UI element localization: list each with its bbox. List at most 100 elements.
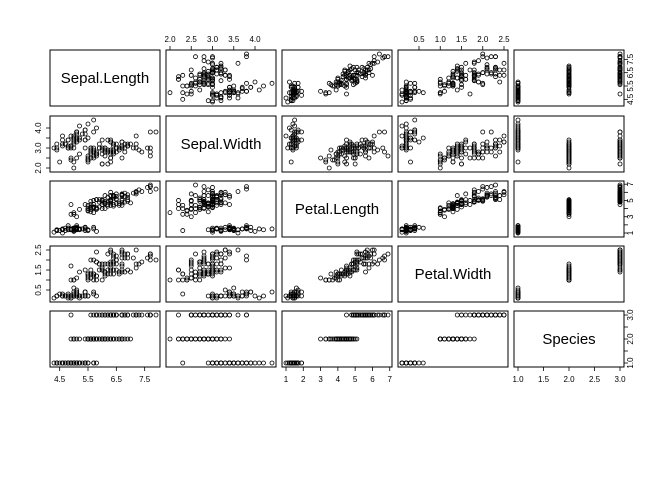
data-point bbox=[176, 198, 181, 203]
data-point bbox=[459, 67, 464, 73]
data-point bbox=[493, 182, 498, 188]
diagonal-label: Petal.Width bbox=[415, 266, 492, 283]
data-point bbox=[488, 71, 494, 77]
data-point bbox=[566, 90, 572, 96]
data-point bbox=[102, 206, 108, 211]
data-point bbox=[210, 197, 215, 203]
tick-label: 3.0 bbox=[614, 375, 626, 384]
data-point bbox=[231, 228, 237, 233]
panel-Petal.Length-vs-Petal.Width bbox=[397, 180, 509, 238]
data-point bbox=[476, 155, 481, 161]
data-point bbox=[399, 123, 405, 129]
panel-Petal.Width-vs-Sepal.Width bbox=[165, 245, 277, 303]
panel-Petal.Length-vs-Sepal.Length bbox=[49, 180, 161, 238]
data-point bbox=[442, 82, 447, 88]
data-point bbox=[214, 194, 220, 200]
data-point bbox=[293, 135, 299, 141]
data-point bbox=[446, 153, 452, 159]
data-point bbox=[153, 186, 159, 192]
data-point bbox=[57, 360, 63, 366]
data-point bbox=[617, 133, 623, 139]
data-point bbox=[368, 141, 374, 147]
data-point bbox=[463, 145, 469, 151]
data-point bbox=[399, 99, 405, 105]
data-point bbox=[167, 90, 173, 96]
data-point bbox=[376, 257, 382, 263]
data-point bbox=[193, 277, 198, 283]
data-point bbox=[201, 261, 207, 267]
data-point bbox=[68, 336, 74, 342]
data-point bbox=[332, 336, 337, 342]
data-point bbox=[261, 227, 266, 233]
data-point bbox=[122, 336, 128, 342]
data-point bbox=[119, 269, 125, 275]
data-point bbox=[338, 271, 344, 277]
data-point bbox=[79, 226, 85, 232]
data-point bbox=[218, 360, 224, 366]
data-point bbox=[403, 360, 409, 366]
data-point bbox=[188, 336, 194, 342]
data-point bbox=[231, 360, 237, 366]
data-point bbox=[471, 60, 477, 66]
data-point bbox=[57, 228, 63, 233]
panel-Petal.Width-vs-Sepal.Length bbox=[49, 245, 161, 303]
tick-label: 2.0 bbox=[477, 35, 489, 44]
data-point bbox=[139, 312, 145, 318]
data-point bbox=[99, 151, 105, 157]
data-point bbox=[366, 312, 372, 318]
panel-frame bbox=[165, 310, 277, 368]
data-point bbox=[566, 149, 572, 155]
data-point bbox=[493, 74, 498, 80]
data-point bbox=[287, 79, 292, 85]
data-point bbox=[454, 336, 460, 342]
data-point bbox=[71, 159, 77, 165]
data-point bbox=[285, 360, 291, 366]
data-point bbox=[566, 82, 572, 88]
tick-label: 3.0 bbox=[626, 309, 635, 321]
data-point bbox=[96, 141, 102, 147]
panel-Sepal.Length-vs-Petal.Width bbox=[397, 49, 509, 107]
data-point bbox=[328, 271, 334, 277]
data-point bbox=[105, 251, 111, 257]
data-point bbox=[125, 336, 131, 342]
data-point bbox=[363, 143, 368, 149]
data-point bbox=[352, 155, 358, 161]
data-point bbox=[96, 336, 102, 342]
data-point bbox=[370, 247, 375, 253]
data-point bbox=[105, 137, 111, 143]
data-point bbox=[349, 261, 355, 267]
data-point bbox=[235, 95, 241, 101]
tick-label: 6.5 bbox=[111, 375, 123, 384]
data-point bbox=[450, 205, 456, 211]
data-point bbox=[133, 261, 139, 267]
data-point bbox=[354, 267, 360, 273]
data-point bbox=[201, 199, 207, 205]
data-point bbox=[105, 194, 111, 200]
data-point bbox=[471, 312, 477, 318]
data-point bbox=[77, 151, 82, 157]
panel-Petal.Width-vs-Petal.Width: Petal.Width bbox=[397, 245, 509, 303]
data-point bbox=[79, 360, 85, 366]
data-point bbox=[133, 247, 139, 253]
data-point bbox=[463, 137, 469, 143]
data-point bbox=[176, 277, 181, 283]
data-point bbox=[218, 90, 224, 96]
data-point bbox=[342, 271, 348, 277]
data-point bbox=[193, 273, 198, 279]
data-point bbox=[147, 153, 153, 159]
data-point bbox=[201, 312, 207, 318]
diagonal-label: Species bbox=[542, 331, 595, 348]
data-point bbox=[122, 312, 128, 318]
data-point bbox=[119, 336, 125, 342]
data-point bbox=[91, 224, 97, 230]
tick-label: 4.5 bbox=[54, 375, 66, 384]
data-point bbox=[454, 68, 460, 74]
data-point bbox=[60, 137, 65, 143]
data-point bbox=[471, 199, 477, 205]
data-point bbox=[218, 312, 224, 318]
data-point bbox=[476, 79, 481, 85]
data-point bbox=[88, 202, 94, 207]
data-point bbox=[244, 223, 249, 229]
data-point bbox=[147, 182, 153, 188]
